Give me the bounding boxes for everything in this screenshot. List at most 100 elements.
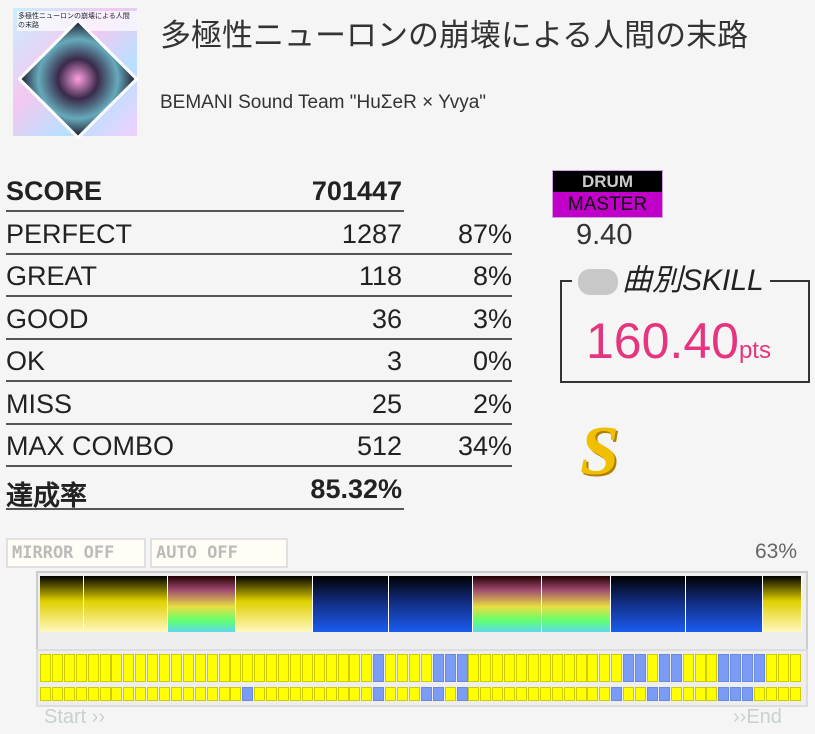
timeline-cell — [397, 654, 408, 682]
timeline-cell — [123, 654, 135, 682]
timeline-cell — [420, 687, 432, 701]
timeline-cell — [694, 654, 706, 682]
timeline-cell — [349, 687, 361, 701]
timeline-cell — [706, 654, 718, 682]
timeline-cell — [361, 654, 373, 682]
timeline-cell — [75, 687, 87, 701]
timeline-cell — [266, 654, 278, 682]
gauge-segment — [473, 576, 542, 632]
row-value: 118 — [358, 261, 402, 291]
timeline-cell — [742, 654, 754, 682]
row-value: 25 — [371, 388, 402, 419]
timeline-cell — [646, 654, 658, 682]
timeline-cell — [480, 687, 492, 701]
timeline-cell — [51, 687, 63, 701]
timeline-cell — [730, 687, 742, 701]
score-row: MAX COMBO 512 34% — [6, 425, 512, 467]
timeline-cell — [182, 654, 194, 682]
timeline-cell — [206, 654, 218, 682]
difficulty-badge: DRUM MASTER — [552, 170, 663, 218]
timeline-cell — [301, 654, 313, 682]
timeline-cell — [123, 687, 135, 701]
row-label: GREAT — [6, 261, 98, 291]
timeline-cell — [504, 654, 516, 682]
timeline-cell — [658, 687, 670, 701]
timeline-cell — [730, 654, 742, 682]
timeline-cell — [111, 687, 123, 701]
timeline-cell — [480, 654, 492, 682]
row-label: GOOD — [6, 303, 89, 334]
timeline-cell — [242, 654, 254, 682]
timeline-cell — [575, 654, 587, 682]
row-percent: 2% — [472, 388, 512, 419]
score-row: 達成率 85.32% — [6, 468, 512, 511]
timeline-cell — [492, 687, 504, 701]
row-value: 1287 — [341, 218, 402, 249]
timeline-cell — [337, 654, 349, 682]
timeline-cell — [611, 687, 623, 701]
timeline-cell — [718, 654, 730, 682]
row-label: 達成率 — [6, 480, 87, 511]
timeline-cell — [539, 687, 551, 701]
row-value: 85.32% — [310, 473, 402, 504]
timeline-cell — [646, 687, 658, 701]
timeline-cell — [397, 687, 408, 701]
difficulty-level: 9.40 — [576, 219, 633, 251]
timeline-cell — [527, 654, 539, 682]
gauge-segment — [40, 576, 84, 632]
gauge-segment — [236, 576, 313, 632]
timeline-cell — [313, 654, 325, 682]
timeline-cell — [468, 654, 480, 682]
timeline-cell — [63, 687, 75, 701]
row-label: PERFECT — [6, 218, 133, 249]
timeline-cell — [254, 654, 266, 682]
timeline-cell — [194, 687, 206, 701]
timeline-cell — [87, 687, 99, 701]
timeline-cell — [456, 687, 468, 701]
timeline-cell — [373, 687, 385, 701]
timeline-cell — [170, 687, 182, 701]
gauge-segment — [686, 576, 763, 632]
row-label: OK — [6, 346, 46, 376]
timeline-cell — [218, 687, 230, 701]
timeline-cell — [765, 687, 777, 701]
mirror-option: MIRROR OFF — [6, 538, 146, 568]
timeline-cell — [432, 654, 444, 682]
timeline-cell — [563, 654, 575, 682]
score-row: GOOD 36 3% — [6, 298, 512, 340]
timeline-cell — [587, 654, 599, 682]
rank-badge: S — [580, 413, 619, 490]
gauge-segment — [611, 576, 686, 632]
timeline-cell — [516, 687, 527, 701]
row-percent: 8% — [472, 261, 512, 291]
timeline-cell — [623, 654, 635, 682]
timeline-cell — [242, 687, 254, 701]
timeline-cell — [563, 687, 575, 701]
score-row: GREAT 118 8% — [6, 255, 512, 297]
row-value: 3 — [386, 346, 402, 376]
timeline-cell — [551, 654, 563, 682]
timeline-cell — [670, 687, 682, 701]
timeline-cell — [718, 687, 730, 701]
skill-logo-icon — [578, 269, 618, 296]
gauge-segment — [84, 576, 168, 632]
row-percent: 87% — [457, 218, 512, 249]
row-value: 512 — [356, 431, 402, 461]
timeline-cell — [599, 687, 611, 701]
skill-header-text: 曲別SKILL — [622, 264, 764, 297]
timeline-cell — [492, 654, 504, 682]
timeline-cell — [432, 687, 444, 701]
row-percent: 34% — [457, 431, 512, 461]
row-percent: 0% — [472, 346, 512, 376]
instrument-label: DRUM — [553, 171, 662, 192]
timeline-cell — [40, 687, 51, 701]
timeline-cell — [289, 654, 301, 682]
timeline-cell — [587, 687, 599, 701]
row-label: MISS — [6, 388, 73, 419]
row-value: 701447 — [311, 176, 402, 206]
timeline-cell — [194, 654, 206, 682]
timeline-cell — [385, 654, 397, 682]
score-row: PERFECT 1287 87% — [6, 213, 512, 255]
timeline-cell — [504, 687, 516, 701]
